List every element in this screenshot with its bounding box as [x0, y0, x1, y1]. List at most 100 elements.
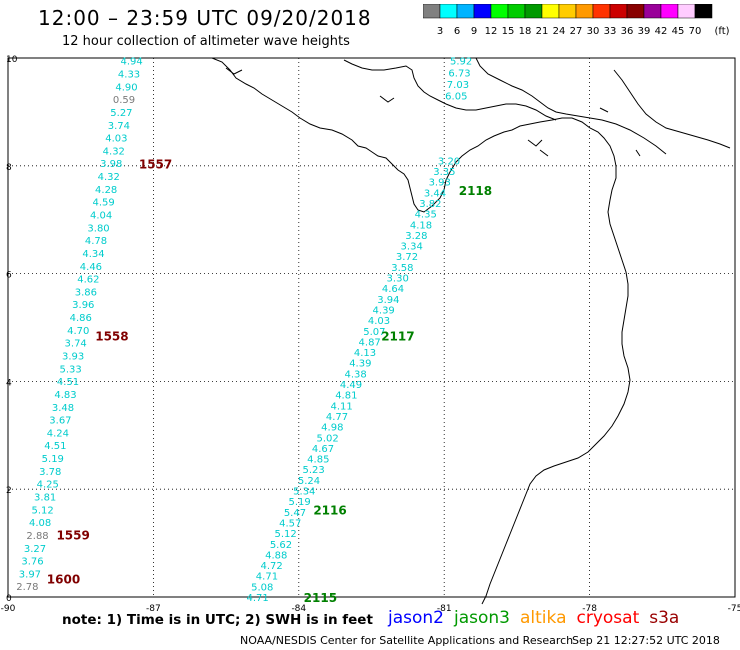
- y-tick-label: 4: [6, 378, 12, 388]
- coastline-islands: [225, 67, 641, 157]
- wave-height-value: 3.96: [72, 300, 94, 311]
- wave-height-value: 4.88: [265, 550, 287, 561]
- wave-height-value: 4.85: [307, 455, 329, 466]
- wave-height-value: 3.72: [396, 252, 418, 263]
- wave-height-value: 4.04: [90, 211, 112, 222]
- wave-height-value: 4.90: [115, 82, 137, 93]
- x-tick-label: -78: [582, 604, 597, 614]
- map-subtitle: 12 hour collection of altimeter wave hei…: [62, 34, 350, 49]
- wave-height-value: 4.57: [279, 518, 301, 529]
- legend-jason2: jason2: [388, 608, 444, 628]
- wave-height-value: 5.23: [303, 465, 325, 476]
- legend-s3a: s3a: [649, 608, 680, 628]
- wave-height-value: 4.78: [85, 236, 107, 247]
- wave-height-value: 3.48: [52, 403, 74, 414]
- scale-label: 21: [536, 26, 549, 37]
- wave-height-value: 3.58: [391, 263, 413, 274]
- legend-jason3: jason3: [454, 608, 510, 628]
- coastline-yucatan: [475, 57, 667, 155]
- wave-height-value: 3.94: [377, 295, 399, 306]
- wave-height-value: 4.34: [82, 249, 104, 260]
- y-tick-label: 0: [6, 594, 12, 604]
- map-title: 12:00 – 23:59 UTC 09/20/2018: [38, 6, 372, 30]
- scale-unit: (ft): [714, 26, 729, 37]
- generated-timestamp: Sep 21 12:27:52 UTC 2018: [572, 634, 720, 647]
- legend-cryosat: cryosat: [576, 608, 640, 628]
- wave-height-value: 2.78: [16, 582, 38, 593]
- wave-height-value: 4.77: [326, 412, 348, 423]
- wave-height-value: 3.67: [49, 416, 71, 427]
- wave-height-value: 7.03: [447, 80, 469, 91]
- wave-height-value: 5.19: [42, 454, 64, 465]
- wave-height-value: 4.13: [354, 348, 376, 359]
- wave-height-value: 5.19: [288, 497, 310, 508]
- wave-height-value: 4.32: [103, 146, 125, 157]
- wave-height-value: 3.74: [108, 121, 130, 132]
- scale-label: 9: [471, 26, 477, 37]
- wave-height-value: 3.27: [24, 544, 46, 555]
- satellite-legend: jason2 jason3 altika cryosat s3a: [388, 608, 689, 628]
- wave-height-value: 5.08: [251, 582, 273, 593]
- wave-height-value: 4.87: [359, 337, 381, 348]
- wave-height-value: 5.47: [284, 508, 306, 519]
- wave-height-value: 3.28: [405, 231, 427, 242]
- wave-height-value: 5.02: [317, 433, 339, 444]
- wave-height-value: 5.34: [293, 487, 315, 498]
- wave-height-value: 4.32: [98, 172, 120, 183]
- wave-height-value: 3.74: [65, 339, 87, 350]
- wave-height-value: 4.46: [80, 262, 102, 273]
- wave-height-value: 6.05: [445, 92, 467, 103]
- wave-height-value: 4.86: [70, 313, 92, 324]
- y-tick-label: 10: [6, 55, 18, 65]
- coastline-caribbean: [343, 59, 557, 121]
- scale-label: 70: [689, 26, 702, 37]
- coastline-east: [613, 69, 731, 149]
- track-time-label: 1559: [56, 528, 89, 542]
- scale-label: 24: [553, 26, 566, 37]
- wave-height-value: 5.12: [274, 529, 296, 540]
- wave-height-value: 3.34: [401, 242, 423, 253]
- wave-height-value: 4.08: [29, 518, 51, 529]
- track-time-label: 2118: [459, 184, 492, 198]
- wave-height-value: 4.67: [312, 444, 334, 455]
- scale-label: 18: [519, 26, 532, 37]
- wave-height-value: 3.76: [21, 557, 43, 568]
- wave-height-value: 3.98: [100, 159, 122, 170]
- wave-height-value: 5.62: [270, 540, 292, 551]
- wave-height-value: 3.80: [87, 223, 109, 234]
- legend-altika: altika: [520, 608, 567, 628]
- wave-height-value: 3.93: [62, 352, 84, 363]
- track-time-label: 1557: [139, 158, 172, 172]
- y-tick-label: 8: [6, 163, 12, 173]
- wave-height-value: 4.03: [368, 316, 390, 327]
- scale-label: 6: [454, 26, 460, 37]
- x-tick-label: -81: [437, 604, 452, 614]
- y-tick-label: 6: [6, 271, 12, 281]
- wave-height-value: 5.07: [363, 327, 385, 338]
- wave-height-value: 4.33: [118, 70, 140, 81]
- wave-height-value: 4.71: [256, 572, 278, 583]
- wave-height-value: 3.78: [39, 467, 61, 478]
- wave-height-value: 4.51: [44, 441, 66, 452]
- x-tick-label: -84: [291, 604, 306, 614]
- wave-height-value: 4.59: [93, 198, 115, 209]
- wave-height-value: 4.70: [67, 326, 89, 337]
- wave-height-value: 4.11: [331, 401, 353, 412]
- wave-height-color-scale: 3 6 9 12 15 18 21 24 27 30 33 36 39 42 45 70 (ft): [423, 4, 730, 37]
- scale-label: 42: [655, 26, 668, 37]
- x-tick-label: -75: [728, 604, 740, 614]
- x-tick-label: -90: [1, 604, 16, 614]
- scale-label: 15: [502, 26, 515, 37]
- wave-height-value: 3.44: [424, 188, 446, 199]
- wave-height-value: 3.81: [34, 492, 56, 503]
- wave-height-value: 0.59: [113, 95, 135, 106]
- wave-height-value: 4.71: [246, 593, 268, 604]
- wave-height-value: 3.97: [19, 569, 41, 580]
- wave-height-value: 4.72: [260, 561, 282, 572]
- wave-height-value: 3.35: [433, 167, 455, 178]
- scale-label: 30: [587, 26, 600, 37]
- scale-label: 12: [485, 26, 498, 37]
- wave-height-value: 4.28: [95, 185, 117, 196]
- units-note: note: 1) Time is in UTC; 2) SWH is in fe…: [62, 612, 373, 628]
- altimeter-tracks: 4.944.334.900.595.273.744.034.323.984.32…: [16, 57, 492, 605]
